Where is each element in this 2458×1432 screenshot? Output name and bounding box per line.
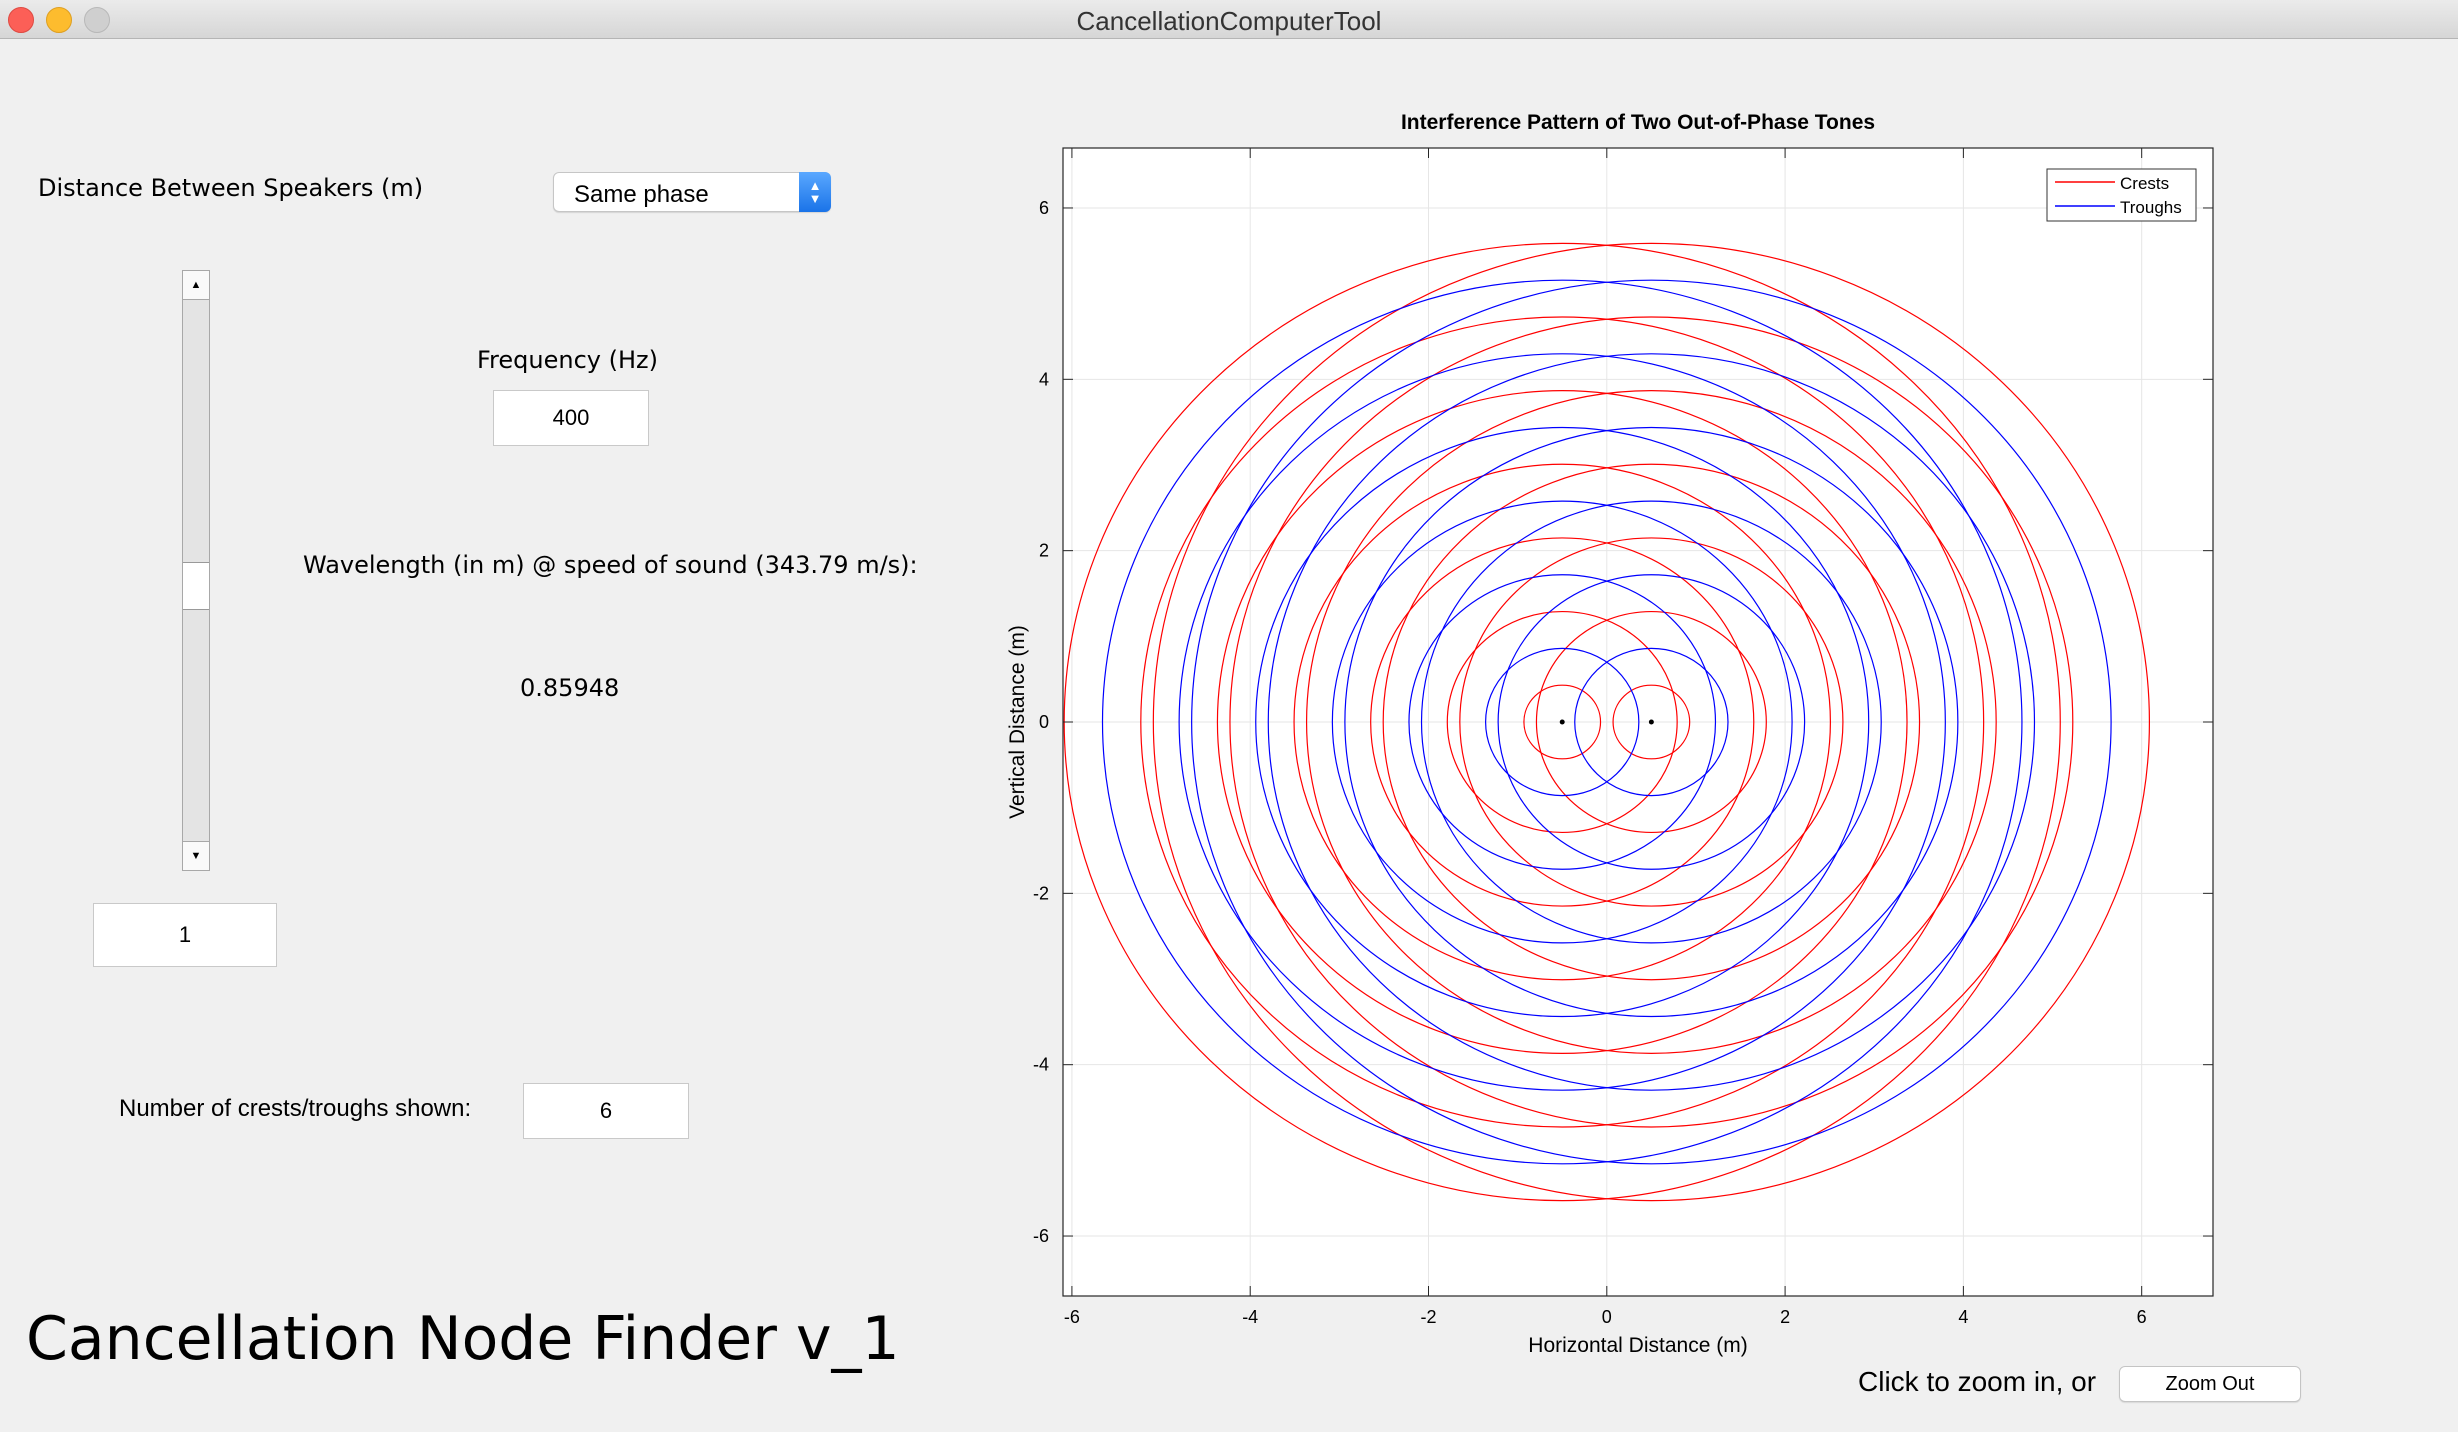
interference-chart[interactable]: Interference Pattern of Two Out-of-Phase… bbox=[990, 69, 2250, 1389]
crest-circle bbox=[1446, 610, 1678, 834]
speaker-source-point bbox=[1648, 719, 1654, 725]
trough-circle bbox=[1331, 500, 1793, 944]
y-tick-label: -6 bbox=[1033, 1226, 1049, 1246]
trough-circle bbox=[1191, 279, 2112, 1165]
x-tick-label: 0 bbox=[1602, 1307, 1612, 1327]
y-axis-label: Vertical Distance (m) bbox=[1006, 625, 1029, 819]
y-tick-label: 0 bbox=[1039, 712, 1049, 732]
chart-ticks: -6 -4 -2 0 2 4 6 -6 -4 -2 0 2 4 6 bbox=[1033, 148, 2213, 1327]
legend-troughs-label: Troughs bbox=[2120, 198, 2182, 217]
window-title: CancellationComputerTool bbox=[1076, 6, 1382, 36]
legend-box bbox=[2046, 168, 2197, 222]
x-tick-label: 6 bbox=[2137, 1307, 2147, 1327]
trough-circle bbox=[1267, 353, 2036, 1091]
zoom-hint-label: Click to zoom in, or bbox=[1858, 1366, 2097, 1397]
x-tick-label: -6 bbox=[1064, 1307, 1080, 1327]
x-tick-label: -4 bbox=[1242, 1307, 1258, 1327]
crest-circle bbox=[1293, 463, 1831, 981]
y-tick-label: 2 bbox=[1039, 541, 1049, 561]
crest-circle bbox=[1523, 684, 1602, 760]
crest-circle bbox=[1216, 390, 1908, 1054]
frequency-input[interactable]: 400 bbox=[493, 390, 649, 446]
trough-circle bbox=[1344, 426, 1959, 1018]
distance-slider[interactable]: ▲ ▼ bbox=[182, 270, 210, 871]
crest-circle bbox=[1382, 463, 1921, 981]
chart-legend: Crests Troughs bbox=[2046, 168, 2197, 222]
app-content: Distance Between Speakers (m) Same phase… bbox=[0, 39, 2458, 1432]
distance-label: Distance Between Speakers (m) bbox=[38, 174, 424, 202]
title-bar: CancellationComputerTool bbox=[0, 0, 2458, 39]
frequency-label: Frequency (Hz) bbox=[477, 346, 658, 374]
y-tick-label: -4 bbox=[1033, 1055, 1049, 1075]
crest-circle bbox=[1229, 316, 2074, 1128]
y-tick-label: 6 bbox=[1039, 198, 1049, 218]
chart-title: Interference Pattern of Two Out-of-Phase… bbox=[1401, 111, 1875, 134]
chevron-updown-icon: ▲ ▼ bbox=[799, 172, 831, 212]
x-tick-label: 2 bbox=[1780, 1307, 1790, 1327]
crest-circle bbox=[1612, 684, 1691, 760]
count-label: Number of crests/troughs shown: bbox=[119, 1095, 472, 1122]
crest-circle bbox=[1459, 537, 1844, 907]
y-tick-label: 4 bbox=[1039, 369, 1049, 389]
zoom-out-button[interactable]: Zoom Out bbox=[2119, 1366, 2301, 1402]
slider-thumb[interactable] bbox=[183, 562, 209, 611]
count-input[interactable]: 6 bbox=[523, 1083, 689, 1139]
chart-grid bbox=[1063, 148, 2213, 1296]
trough-circle bbox=[1420, 500, 1882, 944]
app-title: Cancellation Node Finder v_1 bbox=[26, 1304, 900, 1374]
trough-circle bbox=[1255, 426, 1870, 1018]
trough-circle bbox=[1497, 574, 1806, 870]
trough-circle bbox=[1574, 647, 1729, 797]
trough-circle bbox=[1485, 647, 1640, 797]
crest-circle bbox=[1152, 242, 2151, 1202]
x-tick-label: 4 bbox=[1958, 1307, 1968, 1327]
minimize-window-button[interactable] bbox=[46, 7, 72, 33]
zoom-window-button[interactable] bbox=[84, 7, 110, 33]
crest-circle bbox=[1370, 537, 1755, 907]
slider-up-arrow-icon[interactable]: ▲ bbox=[183, 271, 209, 300]
trough-circle bbox=[1101, 279, 2023, 1165]
x-tick-label: -2 bbox=[1420, 1307, 1436, 1327]
y-tick-label: -2 bbox=[1033, 883, 1049, 903]
speaker-source-point bbox=[1559, 719, 1565, 725]
chart-circles bbox=[1063, 242, 2151, 1202]
phase-select[interactable]: Same phase ▲ ▼ bbox=[553, 172, 831, 212]
crest-circle bbox=[1535, 610, 1767, 834]
slider-down-arrow-icon[interactable]: ▼ bbox=[183, 841, 209, 870]
crest-circle bbox=[1140, 316, 1985, 1128]
trough-circle bbox=[1408, 574, 1717, 870]
x-axis-label: Horizontal Distance (m) bbox=[1528, 1334, 1747, 1357]
crest-circle bbox=[1305, 390, 1997, 1054]
wavelength-value: 0.85948 bbox=[520, 674, 620, 702]
phase-select-value: Same phase bbox=[574, 181, 709, 208]
legend-crests-label: Crests bbox=[2120, 174, 2169, 193]
wavelength-label: Wavelength (in m) @ speed of sound (343.… bbox=[303, 551, 918, 579]
close-window-button[interactable] bbox=[8, 7, 34, 33]
distance-value-field[interactable]: 1 bbox=[93, 903, 277, 967]
trough-circle bbox=[1178, 353, 1946, 1091]
